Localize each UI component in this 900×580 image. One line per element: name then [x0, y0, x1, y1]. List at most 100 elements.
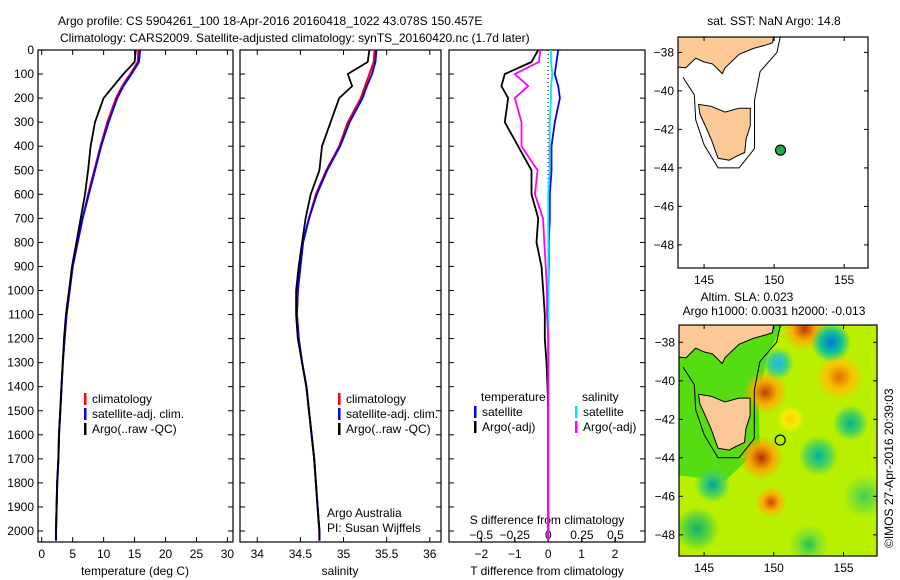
salinity-legend-label: climatology — [346, 392, 406, 406]
depth-tick-label: 800 — [14, 235, 34, 249]
depth-tick-label: 100 — [14, 67, 34, 81]
depth-tick-label: 1400 — [7, 380, 34, 394]
depth-tick-label: 700 — [14, 211, 34, 225]
depth-tick-label: 200 — [14, 91, 34, 105]
salinity-x-tick-label: 36 — [423, 547, 437, 561]
sla-map-title-2: Argo h1000: 0.0031 h2000: -0.013 — [683, 304, 866, 318]
difference-line-1 — [500, 49, 550, 541]
sla-map-title-1: Altim. SLA: 0.023 — [701, 290, 794, 304]
temperature-x-tick-label: 0 — [38, 547, 45, 561]
salinity-annotation-2: PI: Susan Wijffels — [327, 521, 421, 535]
imos-side-label: ©IMOS 27-Apr-2016 20:39:03 — [882, 388, 896, 548]
salinity-x-tick-label: 34 — [251, 547, 265, 561]
depth-tick-label: 600 — [14, 187, 34, 201]
lon-tick-label: 150 — [764, 561, 784, 575]
salinity-x-tick-label: 35 — [337, 547, 351, 561]
s-diff-x-tick-label: −0.5 — [469, 528, 493, 542]
depth-tick-label: 500 — [14, 163, 34, 177]
depth-tick-label: 0 — [27, 43, 34, 57]
temperature-x-tick-label: 25 — [190, 547, 204, 561]
depth-tick-label: 300 — [14, 115, 34, 129]
diff-salinity-legend-swatch — [575, 406, 578, 418]
salinity-legend-label: satellite-adj. clim. — [346, 407, 438, 421]
diff-temperature-legend-label: Argo(-adj) — [482, 420, 535, 434]
mainland-australia — [679, 325, 775, 365]
lon-tick-label: 150 — [764, 273, 784, 287]
salinity-plot-frame — [239, 49, 442, 543]
sla-anomaly-blob — [755, 486, 788, 519]
lat-tick-label: −38 — [654, 45, 675, 59]
salinity-legend-swatch — [338, 408, 341, 420]
temperature-legend-swatch — [84, 423, 87, 435]
lat-tick-label: −46 — [654, 199, 675, 213]
depth-tick-label: 1300 — [7, 356, 34, 370]
mainland-australia — [678, 37, 775, 75]
s-diff-x-tick-label: −0.25 — [500, 528, 531, 542]
temperature-x-tick-label: 15 — [128, 547, 142, 561]
title-line-1: Argo profile: CS 5904261_100 18-Apr-2016… — [58, 14, 482, 28]
lat-tick-label: −40 — [655, 374, 676, 388]
diff-temperature-legend-label: satellite — [482, 405, 523, 419]
salinity-annotation-1: Argo Australia — [327, 506, 402, 520]
temperature-x-tick-label: 10 — [97, 547, 111, 561]
sla-anomaly-blob — [788, 524, 829, 556]
difference-plot-frame — [448, 49, 646, 543]
depth-tick-label: 1600 — [7, 428, 34, 442]
salinity-line-0 — [295, 49, 376, 541]
sst-map-frame — [677, 36, 869, 269]
title-line-2: Climatology: CARS2009. Satellite-adjuste… — [60, 31, 530, 45]
temperature-xlabel: temperature (deg C) — [81, 564, 189, 578]
lon-tick-label: 155 — [834, 273, 854, 287]
lon-tick-label: 145 — [694, 273, 714, 287]
temperature-x-tick-label: 20 — [159, 547, 173, 561]
sla-map-frame — [678, 324, 878, 557]
depth-tick-label: 400 — [14, 139, 34, 153]
lon-tick-label: 155 — [834, 561, 854, 575]
difference-line-3 — [513, 49, 550, 541]
salinity-legend-swatch — [338, 423, 341, 435]
isobath-line — [682, 37, 781, 169]
diff-salinity-legend-label: satellite — [583, 405, 624, 419]
lat-tick-label: −46 — [655, 489, 676, 503]
diff-salinity-legend-label: Argo(-adj) — [583, 420, 636, 434]
depth-tick-label: 1000 — [7, 284, 34, 298]
salinity-legend-swatch — [338, 393, 341, 405]
sst-background — [678, 37, 868, 268]
t-diff-x-tick-label: 0 — [545, 547, 552, 561]
temperature-legend-swatch — [84, 408, 87, 420]
depth-tick-label: 1900 — [7, 500, 34, 514]
sla-anomaly-blob — [842, 474, 877, 519]
sst-map-area — [678, 37, 868, 268]
sla-anomaly-blob — [694, 466, 731, 503]
sla-anomaly-blob — [739, 435, 784, 480]
depth-tick-label: 1700 — [7, 452, 34, 466]
depth-tick-label: 1200 — [7, 332, 34, 346]
s-diff-x-tick-label: 0.25 — [570, 528, 594, 542]
sla-anomaly-blob — [679, 507, 720, 552]
diff-xlabel: T difference from climatology — [470, 564, 624, 578]
t-diff-x-tick-label: −2 — [475, 547, 489, 561]
lat-tick-label: −38 — [655, 335, 676, 349]
t-diff-x-tick-label: 1 — [578, 547, 585, 561]
lat-tick-label: −48 — [654, 238, 675, 252]
sla-map-area — [679, 325, 877, 556]
temperature-line-2 — [55, 49, 137, 541]
diff-legend-title-temperature: temperature — [481, 390, 546, 404]
lat-tick-label: −42 — [655, 412, 676, 426]
salinity-line-1 — [295, 49, 378, 541]
sla-anomaly-blob — [776, 405, 805, 434]
diff-legend-title-salinity: salinity — [582, 390, 619, 404]
sla-anomaly-blob — [832, 405, 869, 442]
sla-anomaly-blob — [762, 347, 794, 380]
temperature-legend-label: Argo(..raw -QC) — [92, 422, 177, 436]
salinity-x-tick-label: 34.5 — [289, 547, 313, 561]
sla-anomaly-blob — [810, 325, 851, 363]
depth-tick-label: 1100 — [8, 308, 34, 322]
diff-salinity-legend-swatch — [575, 421, 578, 433]
diff-temperature-legend-swatch — [474, 406, 477, 418]
temperature-legend-swatch — [84, 393, 87, 405]
t-diff-x-tick-label: 2 — [612, 547, 619, 561]
tasmania — [697, 103, 751, 161]
depth-tick-label: 1800 — [7, 476, 34, 490]
